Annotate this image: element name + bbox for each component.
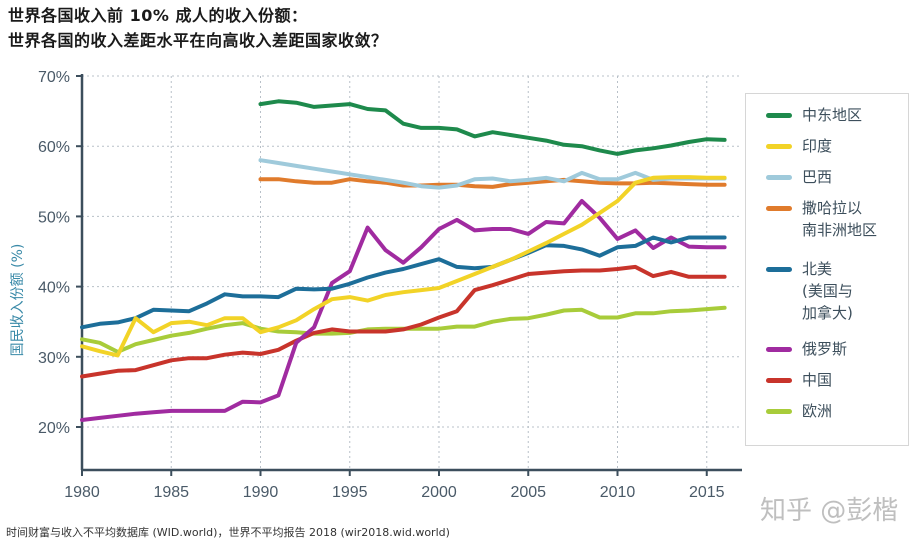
legend-item: 中国 <box>766 369 832 391</box>
legend-label: 印度 <box>802 137 833 155</box>
tick-labels: 20% 30% 40% 50% 60% 70% 1980 1985 1990 1995 2000 20… <box>38 69 725 501</box>
legend-label: 北美 (美国与 加拿大) <box>802 260 853 322</box>
legend-swatch <box>766 206 792 211</box>
legend-label: 中东地区 <box>802 106 863 124</box>
series-line-1 <box>80 175 727 358</box>
legend-item: 俄罗斯 <box>766 338 847 360</box>
x-tick-label: 1995 <box>332 484 368 501</box>
series-lines <box>80 99 727 422</box>
series-line-0 <box>258 99 727 156</box>
y-tick-label: 30% <box>38 350 70 367</box>
x-tick-label: 2005 <box>510 484 546 501</box>
chart-subtitle: 世界各国的收入差距水平在向高收入差距国家收敛？ <box>8 31 388 50</box>
source-note: 时间财富与收入不平均数据库 (WID.world)，世界不平均报告 2018 (… <box>6 526 450 539</box>
series-line-4 <box>80 235 727 330</box>
legend-item: 欧洲 <box>766 400 832 422</box>
watermark: 知乎 @彭楷 <box>760 496 899 526</box>
series-line-6 <box>80 264 727 379</box>
y-tick-label: 20% <box>38 420 70 437</box>
legend-label: 欧洲 <box>802 402 833 420</box>
y-tick-label: 50% <box>38 209 70 226</box>
legend-label: 中国 <box>802 371 833 389</box>
y-tick-label: 60% <box>38 139 70 156</box>
legend-swatch <box>766 113 792 118</box>
legend-item: 中东地区 <box>766 104 862 126</box>
x-tick-label: 2000 <box>421 484 457 501</box>
legend-label: 巴西 <box>802 168 833 186</box>
legend-swatch <box>766 347 792 352</box>
y-tick-label: 40% <box>38 280 70 297</box>
legend-swatch <box>766 175 792 180</box>
x-tick-label: 1985 <box>153 484 189 501</box>
x-tick-label: 2015 <box>689 484 725 501</box>
series-line-3 <box>258 177 727 189</box>
series-line-5 <box>80 199 727 422</box>
legend-label: 俄罗斯 <box>802 340 848 358</box>
x-tick-label: 2010 <box>600 484 636 501</box>
legend-swatch <box>766 267 792 272</box>
y-axis-label: 国民收入份额 (%) <box>10 244 26 357</box>
chart-title: 世界各国收入前 10% 成人的收入份额： <box>8 6 308 25</box>
axes <box>76 74 742 476</box>
legend-label: 撒哈拉以 南非洲地区 <box>802 199 878 239</box>
legend: 中东地区印度巴西撒哈拉以 南非洲地区北美 (美国与 加拿大) 俄罗斯中国欧洲 <box>745 93 909 446</box>
y-tick-label: 70% <box>38 69 70 86</box>
legend-swatch <box>766 409 792 414</box>
legend-swatch <box>766 378 792 383</box>
legend-item: 撒哈拉以 南非洲地区 <box>766 197 877 241</box>
x-tick-label: 1990 <box>243 484 279 501</box>
legend-item: 北美 (美国与 加拿大) <box>766 258 853 324</box>
legend-item: 巴西 <box>766 166 832 188</box>
x-tick-label: 1980 <box>64 484 100 501</box>
legend-item: 印度 <box>766 135 832 157</box>
legend-swatch <box>766 144 792 149</box>
